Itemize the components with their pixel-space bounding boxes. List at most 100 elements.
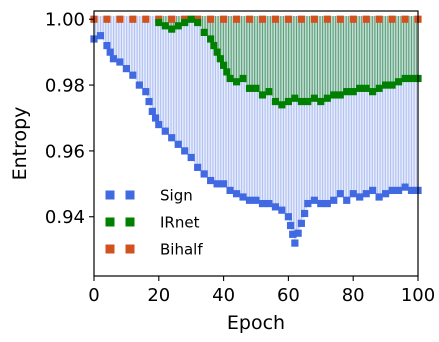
series-marker-irnet xyxy=(297,97,305,106)
series-irnet xyxy=(155,15,422,109)
series-marker-sign xyxy=(278,206,286,214)
series-marker-sign xyxy=(142,88,150,96)
series-marker-bihalf xyxy=(258,15,267,23)
series-marker-bihalf xyxy=(336,15,344,23)
series-marker-irnet xyxy=(155,18,163,27)
series-marker-bihalf xyxy=(271,15,280,23)
series-marker-irnet xyxy=(271,97,280,106)
series-marker-sign xyxy=(194,163,202,171)
series-marker-irnet xyxy=(375,84,383,92)
series-marker-sign xyxy=(239,193,247,201)
x-tick-label: 0 xyxy=(88,285,99,306)
series-marker-bihalf xyxy=(116,15,124,23)
x-tick-label: 20 xyxy=(147,285,170,306)
legend-swatch xyxy=(125,244,135,254)
y-tick-label: 0.96 xyxy=(45,141,85,162)
y-axis-ticks: 0.94 0.96 0.98 1.00 xyxy=(45,10,94,228)
series-marker-irnet xyxy=(226,74,234,83)
series-marker-irnet xyxy=(168,25,176,33)
series-marker-bihalf xyxy=(388,15,396,23)
series-marker-irnet xyxy=(317,97,325,106)
y-axis-label: Entropy xyxy=(9,107,31,181)
series-marker-sign xyxy=(407,186,416,195)
series-marker-irnet xyxy=(213,48,221,56)
series-marker-sign xyxy=(289,230,297,238)
series-marker-sign xyxy=(213,180,221,188)
series-marker-sign xyxy=(375,193,383,201)
x-tick-label: 60 xyxy=(277,285,300,306)
series-marker-sign xyxy=(161,127,169,135)
series-marker-sign xyxy=(317,199,325,208)
series-marks xyxy=(90,15,422,247)
series-marker-irnet xyxy=(200,28,208,36)
series-marker-irnet xyxy=(194,18,202,27)
series-marker-irnet xyxy=(382,81,390,89)
series-marker-sign xyxy=(122,65,130,73)
series-marker-irnet xyxy=(323,94,331,102)
series-marker-irnet xyxy=(284,97,292,106)
series-marker-sign xyxy=(301,209,309,218)
series-marker-irnet xyxy=(304,97,312,106)
series-marker-sign xyxy=(343,196,351,204)
series-marker-bihalf xyxy=(129,15,137,23)
series-marker-sign xyxy=(155,120,163,129)
series-marker-bihalf xyxy=(401,15,409,23)
legend-label: Bihalf xyxy=(160,241,203,259)
series-marker-sign xyxy=(369,186,377,195)
series-marker-bihalf xyxy=(245,15,254,23)
series-marker-bihalf xyxy=(362,15,370,23)
series-marker-sign xyxy=(284,213,292,221)
plot-frame xyxy=(93,10,419,277)
series-marker-sign xyxy=(291,239,299,247)
series-marker-irnet xyxy=(362,84,370,92)
series-marker-irnet xyxy=(394,78,403,86)
series-marker-bihalf xyxy=(103,15,111,23)
series-marker-sign xyxy=(96,32,105,40)
series-marker-sign xyxy=(265,199,273,208)
series-marker-irnet xyxy=(369,88,377,96)
legend-swatch xyxy=(125,217,135,227)
series-marker-irnet xyxy=(223,68,231,76)
series-marker-sign xyxy=(106,48,114,56)
series-marker-irnet xyxy=(310,94,318,102)
series-marker-bihalf xyxy=(232,15,241,23)
series-marker-sign xyxy=(148,107,156,115)
series-marker-sign xyxy=(252,196,260,204)
series-marker-irnet xyxy=(210,41,218,50)
series-marker-irnet xyxy=(216,55,224,63)
series-marker-sign xyxy=(286,221,295,230)
x-tick-label: 40 xyxy=(212,285,235,306)
series-marker-sign xyxy=(394,186,403,195)
y-tick-label: 1.00 xyxy=(45,10,85,31)
series-marker-bihalf xyxy=(323,15,331,23)
series-marker-sign xyxy=(168,134,176,142)
series-marker-bihalf xyxy=(375,15,383,23)
series-marker-irnet xyxy=(232,78,241,86)
series-marker-sign xyxy=(207,176,215,185)
series-marker-irnet xyxy=(187,15,195,23)
series-marker-irnet xyxy=(278,101,286,109)
series-marker-bihalf xyxy=(310,15,318,23)
legend-swatch xyxy=(105,217,115,227)
series-marker-sign xyxy=(200,170,208,178)
series-marker-irnet xyxy=(343,88,351,96)
series-marker-irnet xyxy=(207,35,215,43)
legend: Sign IRnet Bihalf xyxy=(105,187,203,259)
series-marker-sign xyxy=(349,190,357,198)
series-marker-bihalf xyxy=(142,15,150,23)
series-marker-irnet xyxy=(356,84,364,92)
series-marker-sign xyxy=(336,190,344,198)
x-axis-label: Epoch xyxy=(227,312,285,334)
series-marker-irnet xyxy=(252,84,260,92)
series-marker-bihalf xyxy=(349,15,357,23)
series-marker-bihalf xyxy=(220,15,228,23)
series-marker-irnet xyxy=(174,22,182,30)
y-tick-label: 0.94 xyxy=(45,207,85,228)
y-tick-label: 0.98 xyxy=(45,76,85,97)
x-tick-label: 100 xyxy=(401,285,435,306)
series-marker-sign xyxy=(401,183,409,191)
series-marker-sign xyxy=(382,190,390,198)
series-marker-sign xyxy=(304,199,312,208)
